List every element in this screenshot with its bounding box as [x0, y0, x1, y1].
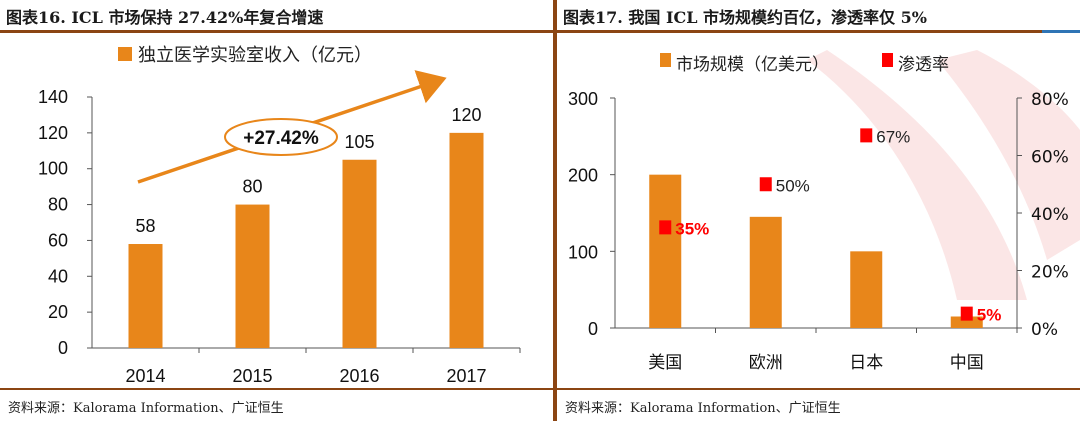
- left-chart-panel: 图表16. ICL 市场保持 27.42%年复合增速 独立医学实验室收入（亿元）…: [0, 8, 553, 416]
- bar-2016: [342, 159, 377, 348]
- y-left-tick-label: 200: [568, 166, 598, 186]
- growth-annotation-ellipse: [224, 118, 338, 156]
- bar-2015: [235, 204, 270, 348]
- legend-swatch-market-size: [660, 53, 671, 67]
- right-chart-panel: 图表17. 我国 ICL 市场规模约百亿，渗透率仅 5% 市场规模（亿美元） 渗透…: [557, 0, 1080, 421]
- penetration-value-label: 35%: [675, 219, 709, 238]
- bar-value-label: 58: [135, 216, 155, 236]
- penetration-marker: [659, 220, 672, 235]
- bar-1: [749, 216, 782, 328]
- legend-swatch-revenue: [118, 47, 132, 61]
- y-tick-label: 60: [48, 230, 68, 250]
- bar-0: [649, 174, 682, 328]
- growth-annotation-label: +27.42%: [243, 128, 319, 149]
- x-tick-label: 2014: [125, 366, 165, 386]
- x-tick-label: 美国: [648, 353, 682, 373]
- x-tick-label: 2016: [339, 366, 379, 386]
- y-right-tick-label: 60%: [1031, 148, 1069, 168]
- y-right-tick-label: 0%: [1031, 320, 1058, 340]
- right-title-rule: [557, 30, 1080, 33]
- penetration-marker: [759, 177, 772, 192]
- legend-swatch-penetration: [882, 53, 893, 67]
- right-title-accent: [1042, 30, 1080, 33]
- legend-label-revenue: 独立医学实验室收入（亿元）: [138, 45, 372, 66]
- right-chart-svg: 市场规模（亿美元） 渗透率 0 100 200 300 0% 20% 40% 60% 80% 美国 35…: [568, 50, 1080, 373]
- bar-3: [950, 316, 983, 328]
- y-tick-label: 40: [48, 266, 68, 286]
- watermark-swoosh: [807, 50, 1027, 300]
- x-tick-label: 日本: [849, 353, 883, 373]
- y-left-tick-label: 0: [588, 319, 598, 339]
- right-bottom-rule: [557, 388, 1080, 390]
- x-tick-label: 中国: [950, 353, 984, 373]
- penetration-value-label: 50%: [776, 176, 810, 195]
- y-tick-label: 80: [48, 195, 68, 215]
- left-title-rule: [0, 30, 553, 33]
- left-chart-title: 图表16. ICL 市场保持 27.42%年复合增速: [6, 8, 324, 27]
- left-bottom-rule: [0, 388, 553, 390]
- y-right-tick-label: 80%: [1031, 90, 1069, 110]
- left-source-note: 资料来源：Kalorama Information、广证恒生: [8, 401, 284, 416]
- bar-2017: [449, 132, 484, 348]
- bar-value-label: 80: [242, 177, 262, 197]
- y-tick-label: 140: [38, 87, 68, 107]
- watermark-swoosh-2: [937, 50, 1080, 260]
- right-source-note: 资料来源：Kalorama Information、广证恒生: [565, 401, 841, 416]
- panel-divider: [553, 0, 557, 421]
- penetration-value-label: 5%: [977, 306, 1002, 325]
- penetration-marker: [960, 306, 973, 321]
- bar-value-label: 105: [344, 132, 374, 152]
- y-left-tick-label: 300: [568, 89, 598, 109]
- penetration-marker: [860, 128, 873, 143]
- y-right-tick-label: 20%: [1031, 263, 1069, 283]
- y-right-tick-label: 40%: [1031, 205, 1069, 225]
- bar-2014: [128, 244, 163, 348]
- right-chart-title: 图表17. 我国 ICL 市场规模约百亿，渗透率仅 5%: [563, 8, 927, 27]
- bar-value-label: 120: [451, 105, 481, 125]
- legend-label-penetration: 渗透率: [898, 55, 949, 75]
- bar-2: [850, 251, 883, 328]
- y-left-tick-label: 100: [568, 242, 598, 262]
- y-tick-label: 100: [38, 159, 68, 179]
- y-tick-label: 20: [48, 302, 68, 322]
- x-tick-label: 欧洲: [749, 353, 783, 373]
- x-tick-label: 2015: [232, 366, 272, 386]
- y-tick-label: 120: [38, 123, 68, 143]
- penetration-value-label: 67%: [876, 127, 910, 146]
- legend-label-market-size: 市场规模（亿美元）: [676, 55, 829, 75]
- left-chart-svg: 独立医学实验室收入（亿元） 0 20 40 60 80 100 120 140 58 2014 80 2…: [38, 45, 521, 386]
- y-tick-label: 0: [58, 338, 68, 358]
- x-tick-label: 2017: [446, 366, 486, 386]
